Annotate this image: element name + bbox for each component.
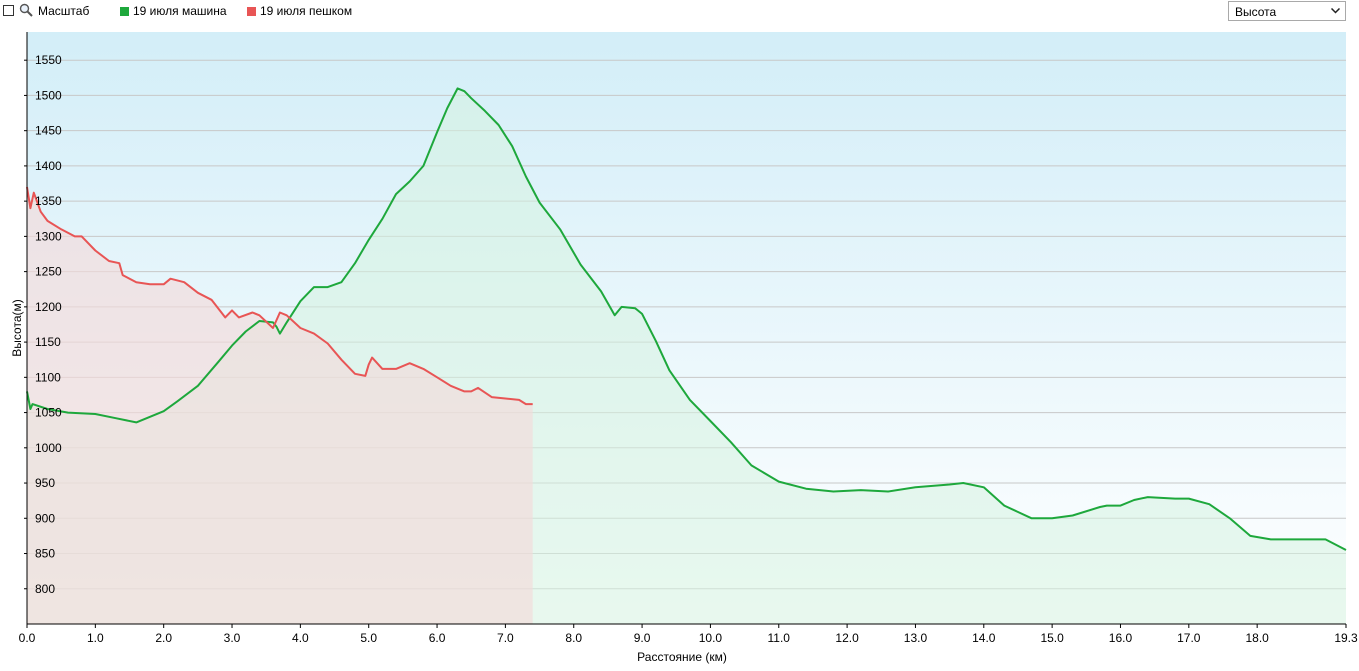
x-tick-label: 12.0 xyxy=(835,631,859,645)
y-tick-label: 1300 xyxy=(35,229,62,243)
x-tick-label: 0.0 xyxy=(19,631,36,645)
magnifier-icon[interactable] xyxy=(19,3,33,17)
y-axis-title: Высота(м) xyxy=(10,299,24,356)
x-tick-label: 18.0 xyxy=(1245,631,1269,645)
x-tick-label: 7.0 xyxy=(497,631,514,645)
x-tick-label: 2.0 xyxy=(155,631,172,645)
y-tick-label: 1450 xyxy=(35,124,62,138)
legend-label-walk: 19 июля пешком xyxy=(260,4,353,18)
x-tick-label: 17.0 xyxy=(1177,631,1201,645)
y-tick-label: 850 xyxy=(35,547,55,561)
y-tick-label: 950 xyxy=(35,476,55,490)
y-tick-label: 900 xyxy=(35,511,55,525)
x-axis-title: Расстояние (км) xyxy=(637,650,727,664)
metric-select[interactable]: Высота xyxy=(1228,1,1346,21)
x-tick-label: 3.0 xyxy=(224,631,241,645)
x-tick-label: 4.0 xyxy=(292,631,309,645)
zoom-checkbox[interactable] xyxy=(3,5,14,16)
y-tick-label: 1150 xyxy=(35,335,61,349)
x-tick-label: 10.0 xyxy=(699,631,723,645)
series-area-1 xyxy=(27,187,533,624)
legend-swatch-walk xyxy=(247,7,256,16)
x-axis-ticks: 0.0 1.0 2.0 3.0 4.0 5.0 6.0 7.0 8.0 9.0 10.0 11.0 12… xyxy=(19,624,1358,645)
y-tick-label: 1550 xyxy=(35,53,62,67)
y-tick-label: 1500 xyxy=(35,88,62,102)
series-line-1 xyxy=(26,186,533,406)
y-tick-label: 1000 xyxy=(35,441,62,455)
legend-label-car: 19 июля машина xyxy=(133,4,227,18)
y-tick-label: 1400 xyxy=(35,159,62,173)
series-line-0 xyxy=(26,87,1347,551)
y-tick-label: 1350 xyxy=(35,194,62,208)
y-tick-label: 1200 xyxy=(35,300,62,314)
y-axis-ticks: 800 850 900 950 1000 1050 1100 1150 1200 1250 1300… xyxy=(24,53,62,596)
legend-swatch-car xyxy=(120,7,129,16)
x-tick-label: 1.0 xyxy=(87,631,104,645)
x-tick-label: 16.0 xyxy=(1109,631,1133,645)
x-tick-label: 8.0 xyxy=(565,631,582,645)
x-tick-label: 6.0 xyxy=(429,631,446,645)
x-tick-label: 19.3 xyxy=(1334,631,1358,645)
chevron-down-icon xyxy=(1331,8,1340,14)
series-fills xyxy=(27,88,1346,624)
x-tick-label: 5.0 xyxy=(360,631,377,645)
series-lines xyxy=(26,87,1347,551)
y-tick-label: 800 xyxy=(35,582,55,596)
x-tick-label: 11.0 xyxy=(768,631,791,645)
y-tick-label: 1100 xyxy=(35,370,61,384)
metric-select-value: Высота xyxy=(1235,5,1277,19)
chart-toolbar: Масштаб 19 июля машина 19 июля пешком Вы… xyxy=(0,0,1359,28)
x-tick-label: 15.0 xyxy=(1040,631,1064,645)
x-tick-label: 9.0 xyxy=(634,631,651,645)
x-tick-label: 14.0 xyxy=(972,631,996,645)
zoom-label[interactable]: Масштаб xyxy=(38,4,90,18)
x-tick-label: 13.0 xyxy=(904,631,928,645)
y-tick-label: 1050 xyxy=(35,406,62,420)
y-tick-label: 1250 xyxy=(35,265,62,279)
